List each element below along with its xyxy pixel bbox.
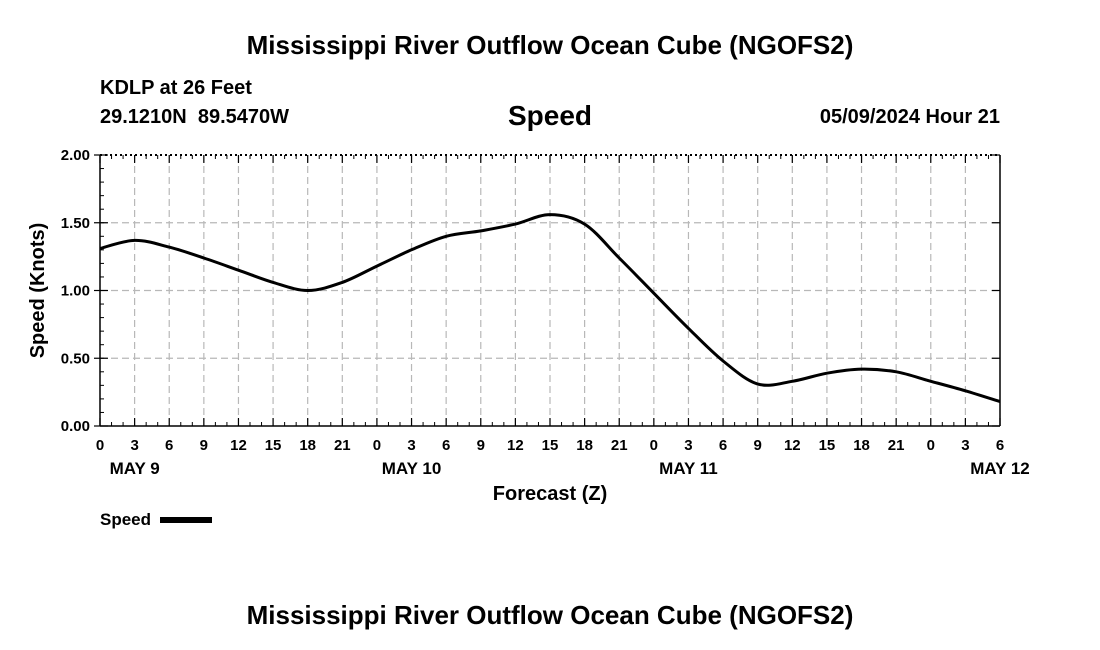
x-tick-label: 6	[996, 437, 1004, 454]
x-tick-label: 6	[719, 437, 727, 454]
x-tick-label: 12	[507, 437, 524, 454]
y-tick-label: 0.00	[61, 418, 90, 435]
x-tick-label: 12	[784, 437, 801, 454]
axes	[94, 154, 1001, 427]
datetime-label: 05/09/2024 Hour 21	[819, 106, 1000, 128]
x-tick-label: 3	[407, 437, 415, 454]
x-tick-label: 0	[373, 437, 381, 454]
chart-title: Mississippi River Outflow Ocean Cube (NG…	[246, 30, 854, 60]
axis-labels: 0 3 6 9 12 15 18 21 0 3 6 9 12 15 18 21 0 3 6 9 12 15 18 21 0 3 6 0…	[27, 147, 1030, 505]
y-tick-label: 2.00	[61, 147, 90, 164]
x-tick-label: 0	[650, 437, 658, 454]
x-tick-label: 21	[611, 437, 628, 454]
footer-title: Mississippi River Outflow Ocean Cube (NG…	[246, 600, 854, 630]
x-tick-label: 18	[853, 437, 870, 454]
x-tick-label: 15	[542, 437, 559, 454]
day-label: MAY 11	[659, 459, 718, 478]
variable-label: Speed	[507, 100, 593, 131]
x-tick-label: 0	[96, 437, 104, 454]
y-tick-label: 1.00	[61, 283, 90, 300]
series-line-speed	[99, 213, 1001, 404]
x-tick-label: 21	[888, 437, 905, 454]
x-tick-label: 9	[754, 437, 762, 454]
y-tick-label: 0.50	[61, 350, 90, 367]
day-label: MAY 10	[382, 459, 442, 478]
x-tick-label: 21	[334, 437, 351, 454]
x-tick-label: 9	[200, 437, 208, 454]
x-axis-title: Forecast (Z)	[493, 483, 607, 505]
x-tick-label: 15	[819, 437, 836, 454]
x-tick-label: 3	[961, 437, 969, 454]
y-axis-title: Speed (Knots)	[27, 223, 49, 359]
y-tick-label: 1.50	[61, 215, 90, 232]
station-label: KDLP at 26 Feet	[100, 77, 252, 99]
x-tick-label: 9	[477, 437, 485, 454]
x-tick-label: 18	[576, 437, 593, 454]
x-tick-label: 3	[130, 437, 138, 454]
x-tick-label: 0	[927, 437, 935, 454]
x-tick-label: 6	[165, 437, 173, 454]
day-label: MAY 12	[970, 459, 1030, 478]
x-tick-label: 6	[442, 437, 450, 454]
x-tick-label: 15	[265, 437, 282, 454]
legend-label-speed: Speed	[100, 510, 152, 529]
grid	[100, 155, 1000, 426]
x-tick-label: 3	[684, 437, 692, 454]
x-tick-label: 18	[299, 437, 316, 454]
x-tick-label: 12	[230, 437, 247, 454]
coordinates-label: 29.1210N 89.5470W	[100, 106, 290, 128]
day-label: MAY 9	[110, 459, 160, 478]
